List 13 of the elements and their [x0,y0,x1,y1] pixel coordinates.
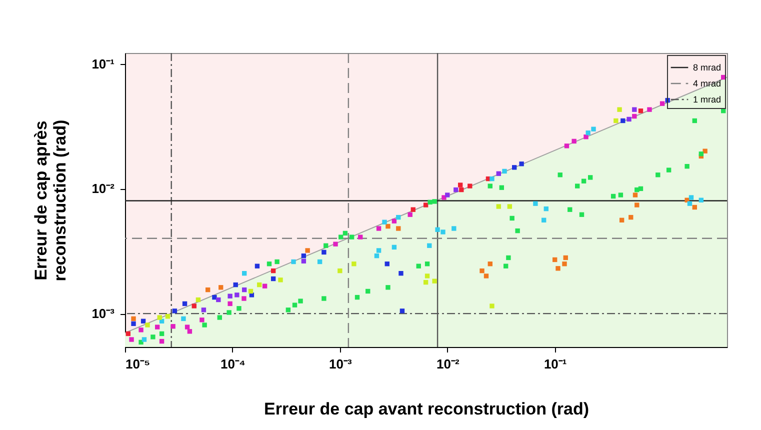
x-axis-title: Erreur de cap avant reconstruction (rad) [264,400,589,418]
legend-label: 1 mrad [693,94,722,104]
x-tick-label: 10⁻² [436,356,460,372]
legend-label: 4 mrad [693,78,722,88]
y-tick-label: 10⁻¹ [92,56,114,72]
x-tick-label: 10⁻³ [329,356,352,372]
legend-label: 8 mrad [693,62,722,72]
y-tick-label: 10⁻³ [92,306,116,322]
y-tick-label: 10⁻² [92,181,116,196]
x-tick-label: 10⁻⁴ [220,356,246,372]
y-axis-title: Erreur de cap après reconstruction (rad) [32,120,70,282]
x-tick-label: 10⁻¹ [544,356,567,372]
x-tick-label: 10⁻⁵ [126,356,150,372]
